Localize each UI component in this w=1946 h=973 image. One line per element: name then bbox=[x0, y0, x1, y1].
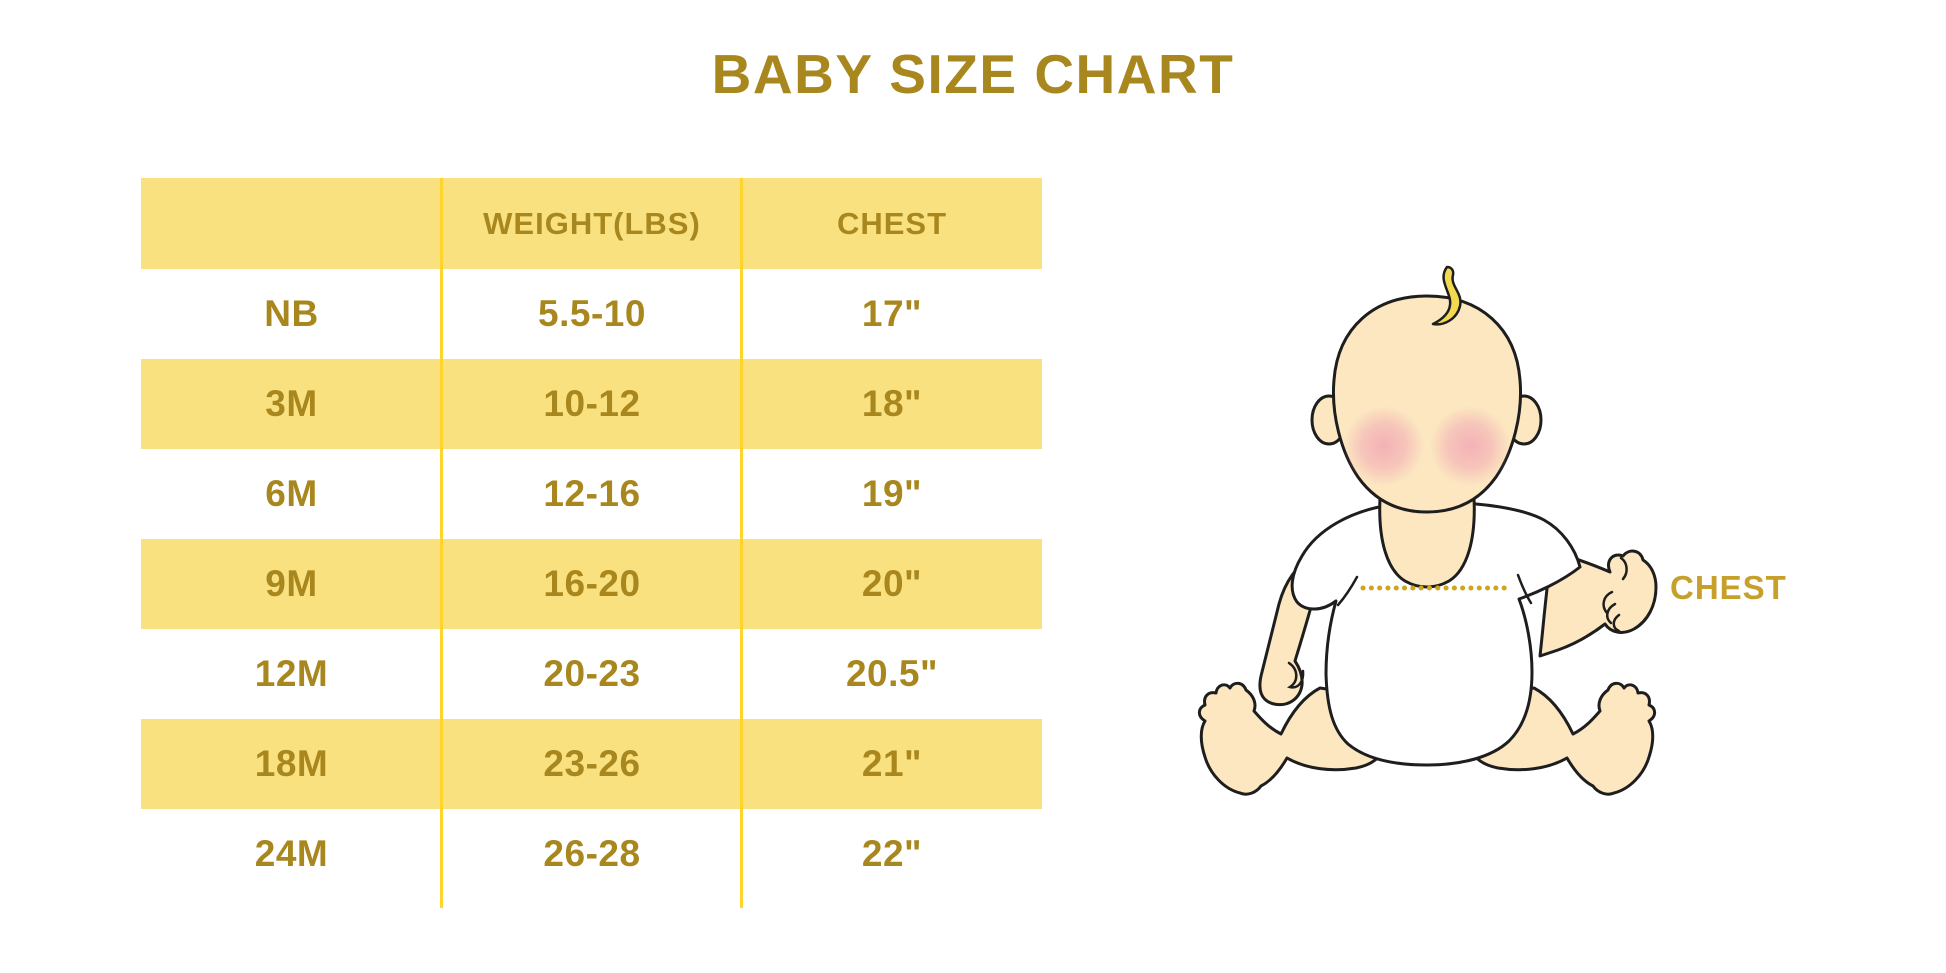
baby-sleeve-notch-right bbox=[1516, 573, 1533, 605]
cell-size: 18M bbox=[254, 743, 329, 784]
table-row: NB 5.5-10 17" bbox=[141, 269, 1042, 359]
baby-arm-right-fist bbox=[1538, 549, 1658, 658]
size-table: WEIGHT(LBS) CHEST NB 5.5-10 17" 3M 10-12 18" 6… bbox=[141, 178, 1042, 899]
cell-weight: 23-26 bbox=[543, 743, 641, 784]
column-divider-2 bbox=[740, 178, 743, 908]
cell-size: 3M bbox=[265, 383, 318, 424]
cell-weight: 10-12 bbox=[543, 383, 641, 424]
baby-sleeve-notch-left bbox=[1336, 575, 1359, 607]
baby-onesie bbox=[1290, 501, 1582, 767]
cell-weight: 26-28 bbox=[543, 833, 641, 874]
cell-chest: 20.5" bbox=[845, 653, 939, 694]
table-header-row: WEIGHT(LBS) CHEST bbox=[141, 178, 1042, 269]
baby-cheek-left bbox=[1344, 406, 1424, 486]
baby-hair-curl bbox=[1431, 265, 1462, 326]
header-chest: CHEST bbox=[836, 205, 948, 241]
baby-fist-thumb bbox=[1619, 556, 1628, 581]
baby-fist-knuckle-1 bbox=[1602, 590, 1614, 615]
baby-hand-left-finger bbox=[1286, 661, 1305, 689]
table-row: 6M 12-16 19" bbox=[141, 449, 1042, 539]
cell-chest: 19" bbox=[861, 473, 923, 514]
baby-fist-knuckle-2 bbox=[1606, 602, 1617, 625]
table-row: 3M 10-12 18" bbox=[141, 359, 1042, 449]
baby-head bbox=[1331, 294, 1523, 514]
page-title: BABY SIZE CHART bbox=[711, 43, 1235, 105]
table-body: NB 5.5-10 17" 3M 10-12 18" 6M 12-16 19" 9M 16-20 20… bbox=[141, 269, 1042, 899]
cell-weight: 12-16 bbox=[543, 473, 641, 514]
chest-label: CHEST bbox=[1670, 569, 1787, 606]
table-row: 24M 26-28 22" bbox=[141, 809, 1042, 899]
cell-chest: 21" bbox=[861, 743, 923, 784]
cell-chest: 22" bbox=[861, 833, 923, 874]
table-row: 9M 16-20 20" bbox=[141, 539, 1042, 629]
cell-size: 9M bbox=[265, 563, 318, 604]
cell-chest: 18" bbox=[861, 383, 923, 424]
cell-weight: 16-20 bbox=[543, 563, 641, 604]
cell-chest: 20" bbox=[861, 563, 923, 604]
header-weight: WEIGHT(LBS) bbox=[483, 205, 701, 241]
baby-sitting-illustration bbox=[1197, 265, 1658, 796]
cell-size: NB bbox=[264, 293, 319, 334]
baby-fist-knuckle-3 bbox=[1612, 613, 1621, 633]
baby-cheek-right bbox=[1430, 406, 1510, 486]
cell-size: 6M bbox=[265, 473, 318, 514]
cell-size: 24M bbox=[254, 833, 329, 874]
cell-weight: 20-23 bbox=[543, 653, 641, 694]
column-divider-1 bbox=[440, 178, 443, 908]
table-row: 18M 23-26 21" bbox=[141, 719, 1042, 809]
cell-weight: 5.5-10 bbox=[538, 293, 646, 334]
table-row: 12M 20-23 20.5" bbox=[141, 629, 1042, 719]
cell-chest: 17" bbox=[861, 293, 923, 334]
cell-size: 12M bbox=[254, 653, 329, 694]
header-size bbox=[141, 178, 442, 269]
